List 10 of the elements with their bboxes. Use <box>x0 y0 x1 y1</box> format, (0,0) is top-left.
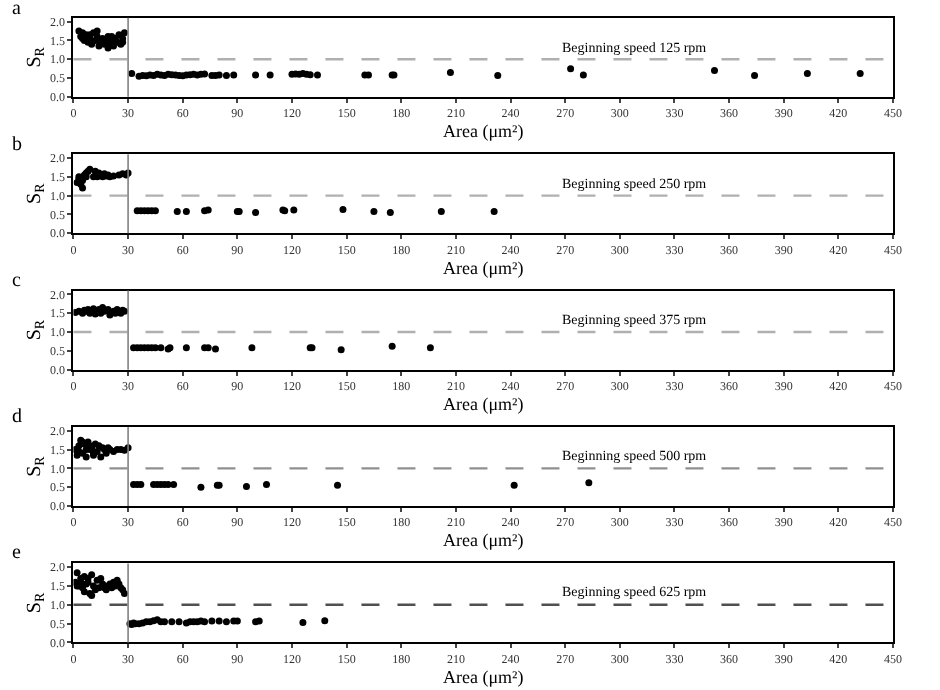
chart-title: a <box>12 0 22 20</box>
x-axis-title: Area (μm²) <box>442 530 524 551</box>
x-axis-title: Area (μm²) <box>442 394 524 415</box>
chart-title: b <box>12 134 22 156</box>
chart-title: e <box>12 542 22 564</box>
chart-title: d <box>12 406 22 428</box>
chart-title: c <box>12 270 22 292</box>
x-axis-title: Area (μm²) <box>442 666 524 687</box>
x-axis-title: Area (μm²) <box>442 121 524 142</box>
x-axis-title: Area (μm²) <box>442 257 524 278</box>
